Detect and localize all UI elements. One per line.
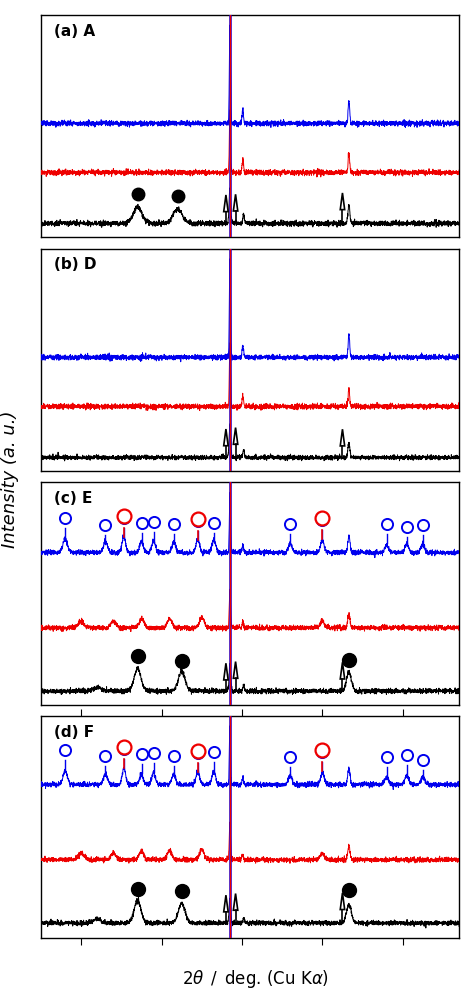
Text: (b) D: (b) D	[54, 257, 96, 272]
Text: (c) E: (c) E	[54, 491, 92, 506]
Text: Intensity (a. u.): Intensity (a. u.)	[1, 410, 19, 548]
Text: (a) A: (a) A	[54, 24, 95, 39]
Text: (d) F: (d) F	[54, 725, 94, 740]
Text: 2$\theta$ $\,/\,$ deg. (Cu K$\alpha$): 2$\theta$ $\,/\,$ deg. (Cu K$\alpha$)	[182, 968, 329, 990]
